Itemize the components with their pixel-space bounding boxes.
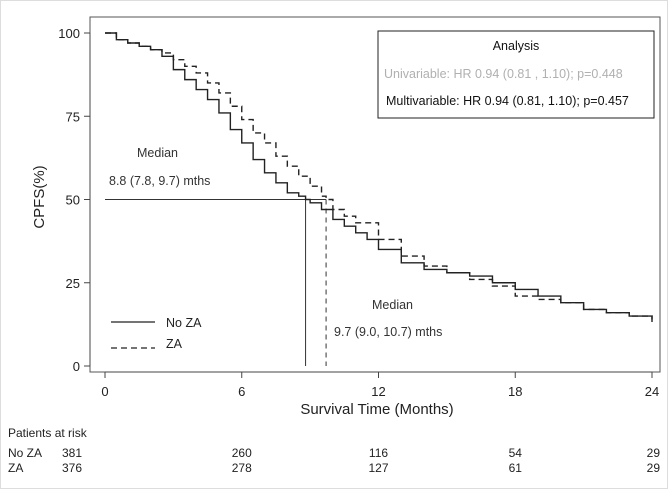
- risk-value: 381: [62, 446, 82, 460]
- analysis-title: Analysis: [493, 39, 540, 53]
- x-tick-label: 6: [238, 384, 245, 399]
- risk-row-label-noza: No ZA: [8, 446, 42, 460]
- median-noza-title: Median: [137, 146, 178, 160]
- x-tick-label: 24: [645, 384, 659, 399]
- analysis-univariable: Univariable: HR 0.94 (0.81 , 1.10); p=0.…: [384, 67, 623, 81]
- risk-value: 54: [509, 446, 523, 460]
- risk-values: 381 260 116 54 29 376 278 127 61 29: [62, 446, 660, 475]
- y-tick-label: 50: [66, 193, 80, 208]
- risk-value: 260: [232, 446, 252, 460]
- x-axis-title: Survival Time (Months): [300, 401, 453, 418]
- analysis-multivariable: Multivariable: HR 0.94 (0.81, 1.10); p=0…: [386, 94, 629, 108]
- y-tick-label: 25: [66, 276, 80, 291]
- x-tick-label: 0: [101, 384, 108, 399]
- risk-row-label-za: ZA: [8, 461, 23, 475]
- risk-value: 376: [62, 461, 82, 475]
- median-za-title: Median: [372, 298, 413, 312]
- risk-value: 116: [369, 446, 388, 460]
- risk-table: Patients at risk No ZA ZA 381 260 116 54 293…: [8, 426, 660, 475]
- median-lines: [105, 199, 327, 366]
- y-tick-label: 75: [66, 109, 80, 124]
- risk-table-title: Patients at risk: [8, 426, 88, 440]
- x-tick-label: 18: [508, 384, 522, 399]
- x-axis: 0 6 12 18 24: [101, 371, 659, 399]
- risk-value: 61: [509, 461, 523, 475]
- risk-value: 278: [232, 461, 252, 475]
- y-tick-label: 100: [58, 26, 80, 41]
- risk-value: 127: [368, 461, 388, 475]
- legend-label-za: ZA: [166, 337, 183, 351]
- median-noza-value: 8.8 (7.8, 9.7) mths: [109, 174, 210, 188]
- y-tick-label: 0: [73, 359, 80, 374]
- legend: No ZA ZA: [111, 316, 202, 351]
- x-tick-label: 12: [371, 384, 385, 399]
- analysis-box: Analysis Univariable: HR 0.94 (0.81 , 1.…: [377, 30, 655, 119]
- series-line-za: [105, 32, 653, 323]
- risk-value: 29: [647, 446, 661, 460]
- legend-label-noza: No ZA: [166, 316, 202, 330]
- y-axis-title: CPFS(%): [31, 165, 48, 228]
- median-za-value: 9.7 (9.0, 10.7) mths: [334, 325, 442, 339]
- series-group: [105, 32, 653, 323]
- analysis-box-border: [377, 30, 655, 119]
- risk-value: 29: [647, 461, 661, 475]
- y-axis: 0 25 50 75 100: [58, 26, 91, 374]
